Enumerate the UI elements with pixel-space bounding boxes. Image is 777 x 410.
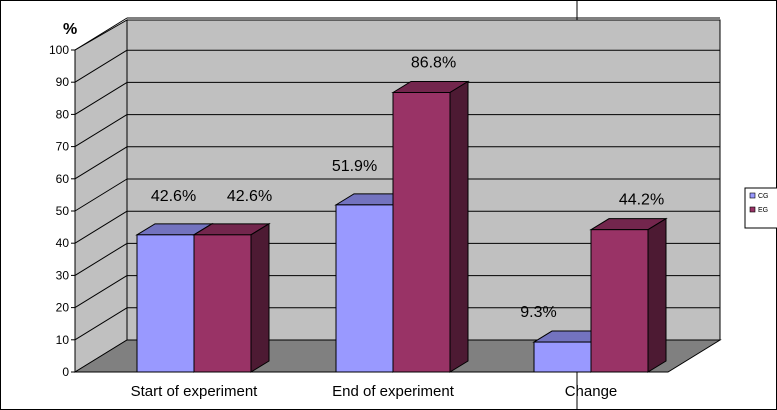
y-tick-label: 90 — [56, 75, 70, 89]
bars — [135, 80, 668, 373]
y-tick-label: 80 — [56, 107, 70, 121]
bar-eg — [392, 92, 451, 373]
bar-side-eg — [449, 80, 469, 373]
gridline — [74, 146, 128, 180]
y-tick-label: 30 — [56, 268, 70, 282]
data-label: 86.8% — [411, 55, 456, 72]
bar-eg — [590, 229, 649, 373]
data-label: 51.9% — [332, 158, 377, 175]
y-tick-label: 20 — [56, 301, 70, 315]
category-label: Change — [565, 383, 618, 400]
bar-side-eg — [250, 222, 270, 373]
y-tick-label: 40 — [56, 236, 70, 250]
legend: CG EG — [744, 187, 777, 229]
legend-swatch — [749, 206, 756, 213]
y-unit-label: % — [63, 21, 77, 38]
y-tick-label: 50 — [56, 204, 70, 218]
data-label: 44.2% — [619, 192, 664, 209]
gridline — [74, 81, 128, 115]
y-tick-label: 60 — [56, 172, 70, 186]
bar-cg — [136, 234, 195, 373]
y-tick-label: 10 — [56, 333, 70, 347]
y-tick-label: 100 — [49, 43, 69, 57]
data-labels: 42.6% 42.6% 51.9% 86.8% 9.3% 44.2% — [151, 55, 664, 322]
category-label: End of experiment — [332, 383, 455, 400]
category-label: Start of experiment — [131, 383, 259, 400]
legend-label: EG — [758, 207, 768, 214]
y-tick-label: 0 — [62, 365, 69, 379]
gridline — [74, 275, 128, 309]
gridline — [74, 49, 128, 83]
gridline — [74, 17, 128, 51]
bar-eg — [193, 234, 252, 373]
data-label: 9.3% — [520, 304, 556, 321]
gridline — [74, 242, 128, 276]
legend-swatch — [749, 192, 756, 199]
y-tick-label: 70 — [56, 140, 70, 154]
side-wall — [74, 19, 128, 373]
data-label: 42.6% — [151, 188, 196, 205]
legend-label: CG — [758, 193, 769, 200]
bar-side-eg — [647, 217, 667, 373]
bar-cg — [533, 341, 592, 373]
category-labels: Start of experiment End of experiment Chan… — [131, 383, 618, 400]
gridline — [74, 114, 128, 148]
bar-cg — [335, 204, 394, 373]
gridline — [74, 178, 128, 212]
gridline — [74, 210, 128, 244]
gridline — [74, 307, 128, 341]
y-axis: 0 10 20 30 40 50 60 70 80 90 100 — [49, 43, 76, 379]
data-label: 42.6% — [227, 188, 272, 205]
